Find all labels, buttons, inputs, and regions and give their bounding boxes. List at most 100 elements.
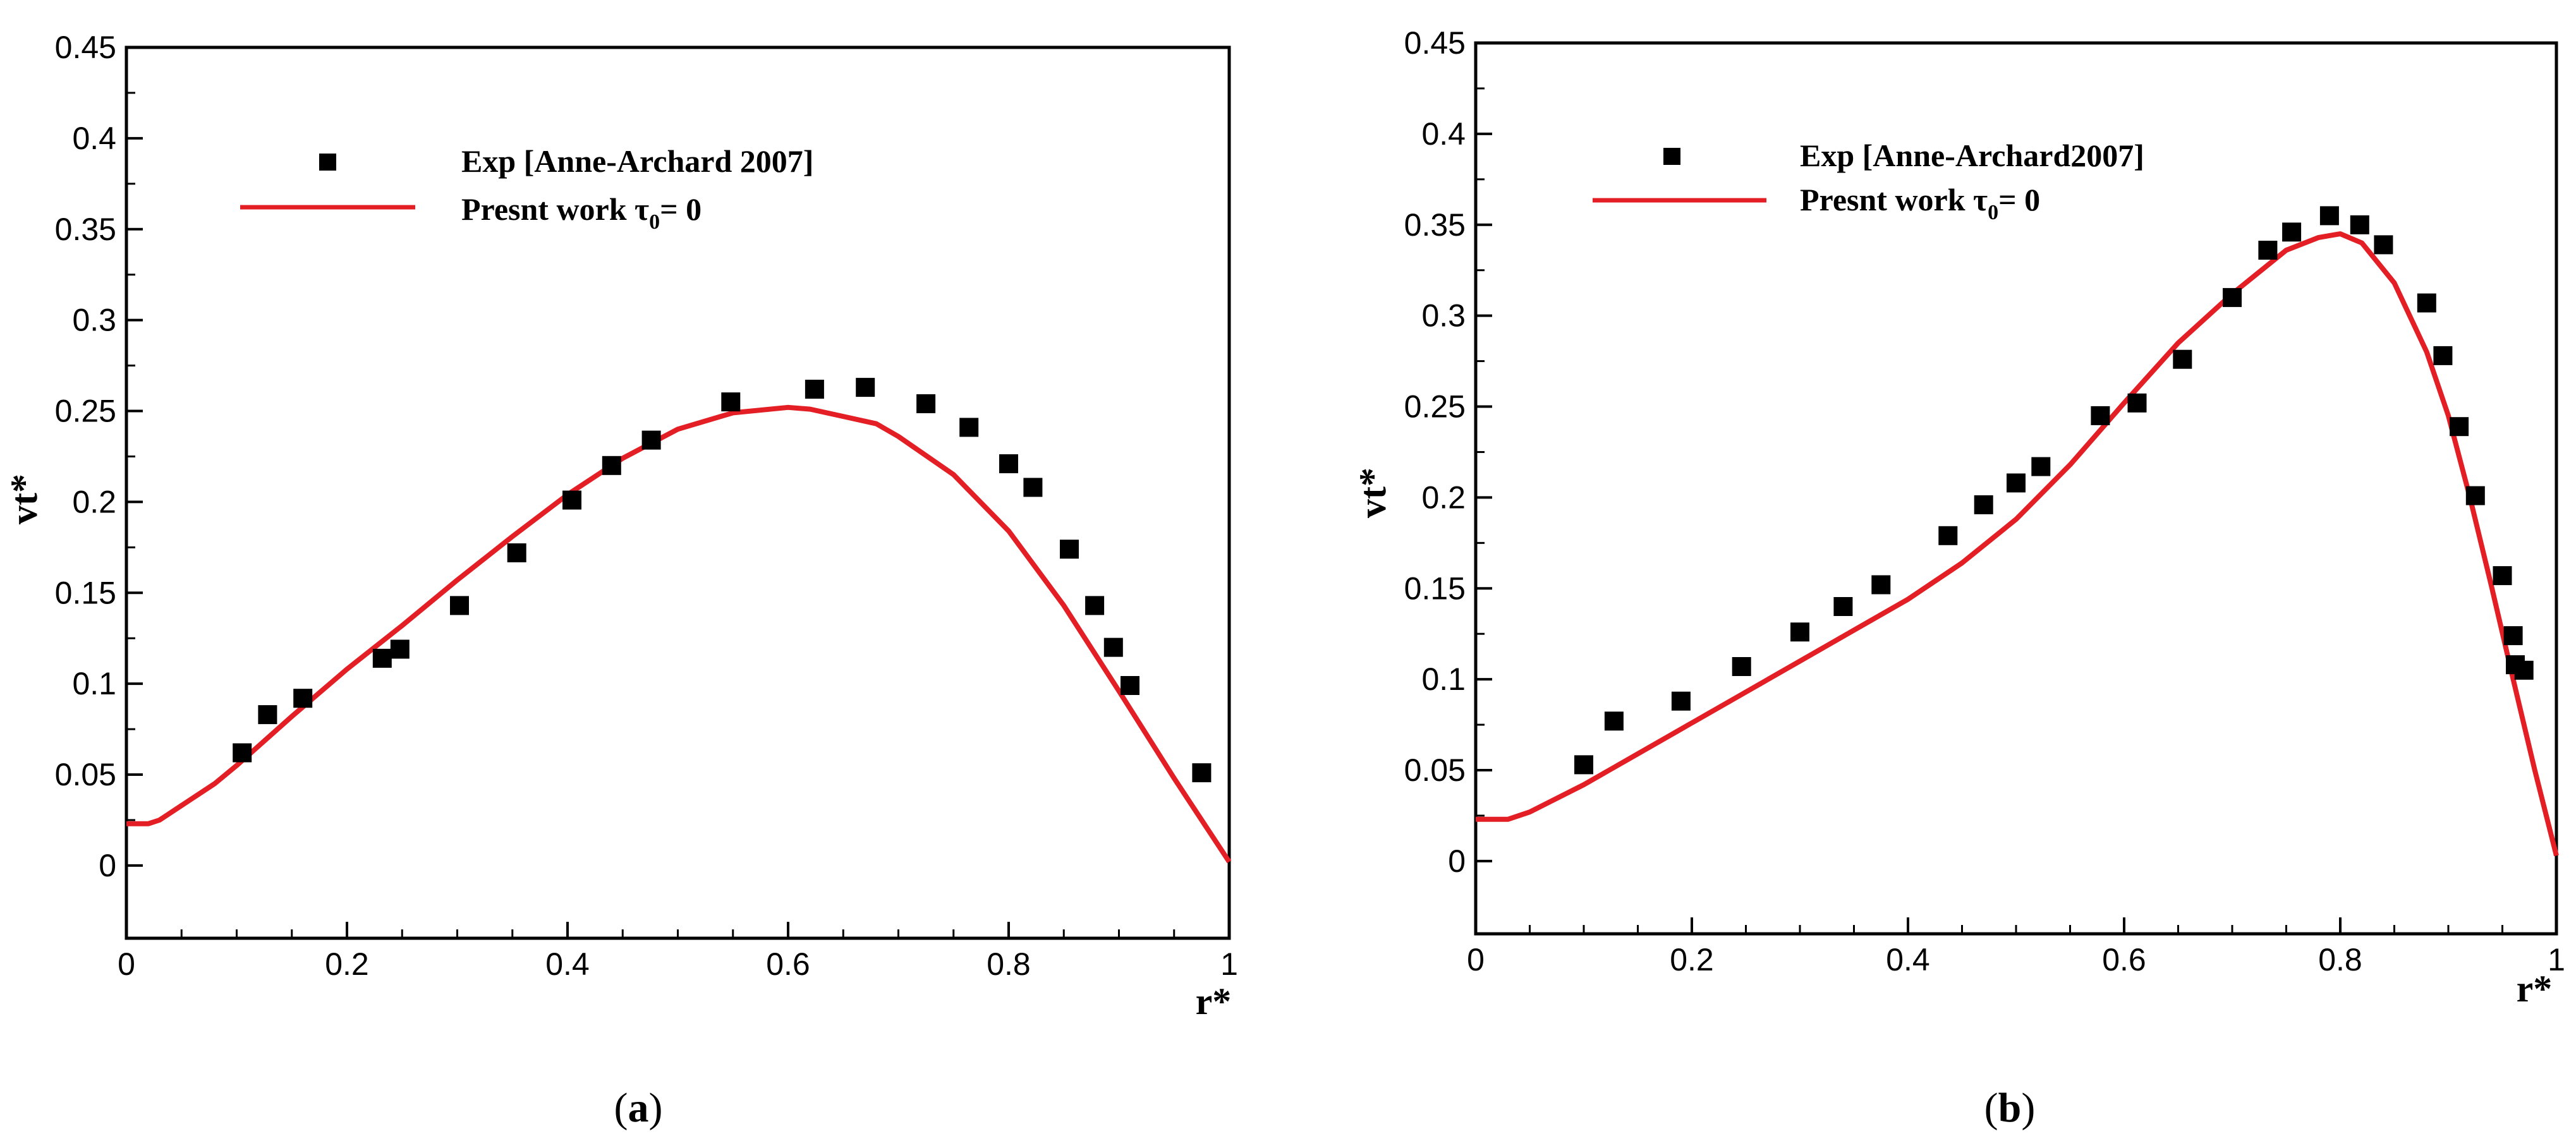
x-tick-label-b-2: 0.4 <box>1886 942 1930 977</box>
x-ticks-a: 0 0.2 0.4 0.6 0.8 1 <box>118 922 1238 982</box>
x-axis-title-b: r* <box>2517 968 2553 1010</box>
chart-panel-a: 0 0.05 0.1 0.15 0.2 0.25 0.3 0.35 0.4 0.45 0 0.2 0.… <box>3 30 1238 1131</box>
exp-point-b-8 <box>1974 495 1993 514</box>
exp-point-a-3 <box>372 648 392 668</box>
exp-point-b-3 <box>1732 657 1751 676</box>
exp-point-b-18 <box>2350 215 2369 234</box>
exp-point-a-20 <box>1121 676 1139 695</box>
model-series-a <box>126 404 1232 864</box>
legend-marker-exp-a <box>319 154 336 171</box>
y-tick-label-a-7: 0.35 <box>55 212 116 247</box>
caption-letter-b: b <box>1998 1085 2022 1131</box>
exp-point-a-21 <box>1192 763 1212 783</box>
y-ticks-a: 0 0.05 0.1 0.15 0.2 0.25 0.3 0.35 0.4 0.45 <box>55 30 143 883</box>
exp-point-b-24 <box>2493 566 2512 586</box>
exp-point-b-11 <box>2091 406 2110 425</box>
x-tick-label-a-2: 0.4 <box>545 946 590 982</box>
legend-b: Exp [Anne-Archard2007] Presnt work τ0= 0 <box>1593 138 2144 224</box>
exp-point-b-2 <box>1671 691 1691 711</box>
y-tick-label-a-6: 0.3 <box>72 303 116 338</box>
exp-point-b-6 <box>1871 575 1891 595</box>
y-tick-label-b-6: 0.3 <box>1421 298 1466 334</box>
x-tick-label-b-4: 0.8 <box>2318 942 2362 977</box>
exp-series-b <box>1574 206 2534 775</box>
model-series-b <box>1476 231 2559 857</box>
exp-point-b-4 <box>1790 622 1809 642</box>
exp-point-b-7 <box>1938 526 1958 545</box>
chart-panel-b: 0 0.05 0.1 0.15 0.2 0.25 0.3 0.35 0.4 0.45 0 0.2 0.… <box>1352 25 2565 1131</box>
exp-point-a-5 <box>450 596 469 615</box>
exp-point-b-14 <box>2223 287 2242 307</box>
exp-point-a-12 <box>856 378 875 397</box>
exp-point-a-2 <box>293 689 313 708</box>
y-tick-label-a-0: 0 <box>99 848 116 883</box>
exp-point-a-15 <box>999 454 1018 473</box>
x-tick-label-b-3: 0.6 <box>2102 942 2146 977</box>
y-tick-label-a-4: 0.2 <box>72 484 116 519</box>
legend-label-exp-b: Exp [Anne-Archard2007] <box>1800 138 2144 173</box>
y-tick-label-b-2: 0.1 <box>1421 662 1466 697</box>
exp-point-b-22 <box>2450 417 2469 437</box>
x-tick-label-a-4: 0.8 <box>987 946 1031 982</box>
y-tick-label-b-1: 0.05 <box>1404 752 1466 788</box>
legend-label-model-b: Presnt work τ0= 0 <box>1800 182 2040 224</box>
y-tick-label-b-7: 0.35 <box>1404 207 1466 243</box>
caption-a: (a) <box>614 1085 663 1131</box>
x-tick-label-b-5: 1 <box>2548 942 2565 977</box>
exp-point-b-10 <box>2031 457 2051 476</box>
exp-point-a-0 <box>233 743 252 763</box>
caption-b: (b) <box>1984 1085 2036 1131</box>
x-tick-label-a-1: 0.2 <box>325 946 369 982</box>
legend-model-sub-b: 0 <box>1988 201 1998 224</box>
exp-series-a <box>233 378 1212 783</box>
exp-point-b-25 <box>2503 626 2523 646</box>
exp-point-b-27 <box>2514 660 2534 680</box>
y-tick-label-a-9: 0.45 <box>55 30 116 65</box>
caption-letter-a: a <box>628 1085 649 1131</box>
exp-point-a-17 <box>1060 540 1079 559</box>
y-tick-label-a-8: 0.4 <box>72 121 116 156</box>
y-ticks-b: 0 0.05 0.1 0.15 0.2 0.25 0.3 0.35 0.4 0.45 <box>1404 25 1492 879</box>
legend-label-model-a: Presnt work τ0= 0 <box>461 191 702 234</box>
x-tick-label-b-1: 0.2 <box>1670 942 1714 977</box>
exp-point-b-17 <box>2319 206 2339 226</box>
exp-point-a-9 <box>641 430 661 450</box>
y-axis-title-b: vt* <box>1352 468 1394 518</box>
exp-point-b-16 <box>2282 222 2302 242</box>
x-tick-label-a-0: 0 <box>118 946 135 982</box>
exp-point-b-23 <box>2465 486 2485 505</box>
exp-point-b-20 <box>2417 293 2436 313</box>
exp-point-a-4 <box>390 639 410 659</box>
x-tick-label-b-0: 0 <box>1467 942 1485 977</box>
exp-point-b-15 <box>2258 241 2278 260</box>
y-tick-label-b-0: 0 <box>1448 843 1466 879</box>
legend-model-suffix-b: = 0 <box>1998 182 2040 217</box>
exp-point-a-10 <box>721 392 741 412</box>
x-axis-title-a: r* <box>1196 981 1232 1022</box>
exp-point-a-8 <box>602 456 621 475</box>
model-curve-a <box>126 404 1232 864</box>
exp-point-a-19 <box>1103 637 1123 657</box>
y-tick-label-b-8: 0.4 <box>1421 116 1466 152</box>
exp-point-a-14 <box>959 418 979 437</box>
y-tick-label-b-4: 0.2 <box>1421 480 1466 515</box>
exp-point-b-13 <box>2173 349 2192 369</box>
exp-point-b-21 <box>2433 346 2453 365</box>
exp-point-a-18 <box>1085 596 1105 615</box>
legend-label-exp-a: Exp [Anne-Archard 2007] <box>461 143 813 179</box>
legend-model-sub-a: 0 <box>649 210 660 234</box>
plot-frame-a <box>125 45 1231 940</box>
exp-point-b-19 <box>2374 235 2393 255</box>
exp-point-a-13 <box>916 394 936 413</box>
legend-a: Exp [Anne-Archard 2007] Presnt work τ0= … <box>240 143 813 234</box>
exp-point-b-0 <box>1574 755 1593 775</box>
exp-point-a-7 <box>562 490 581 510</box>
y-axis-title-a: vt* <box>3 474 45 524</box>
exp-point-b-1 <box>1604 711 1624 731</box>
y-tick-label-b-9: 0.45 <box>1404 25 1466 61</box>
x-tick-label-a-5: 1 <box>1220 946 1238 982</box>
y-tick-label-a-3: 0.15 <box>55 575 116 610</box>
exp-point-b-5 <box>1833 597 1853 616</box>
legend-model-prefix-b: Presnt work τ <box>1800 182 1988 217</box>
